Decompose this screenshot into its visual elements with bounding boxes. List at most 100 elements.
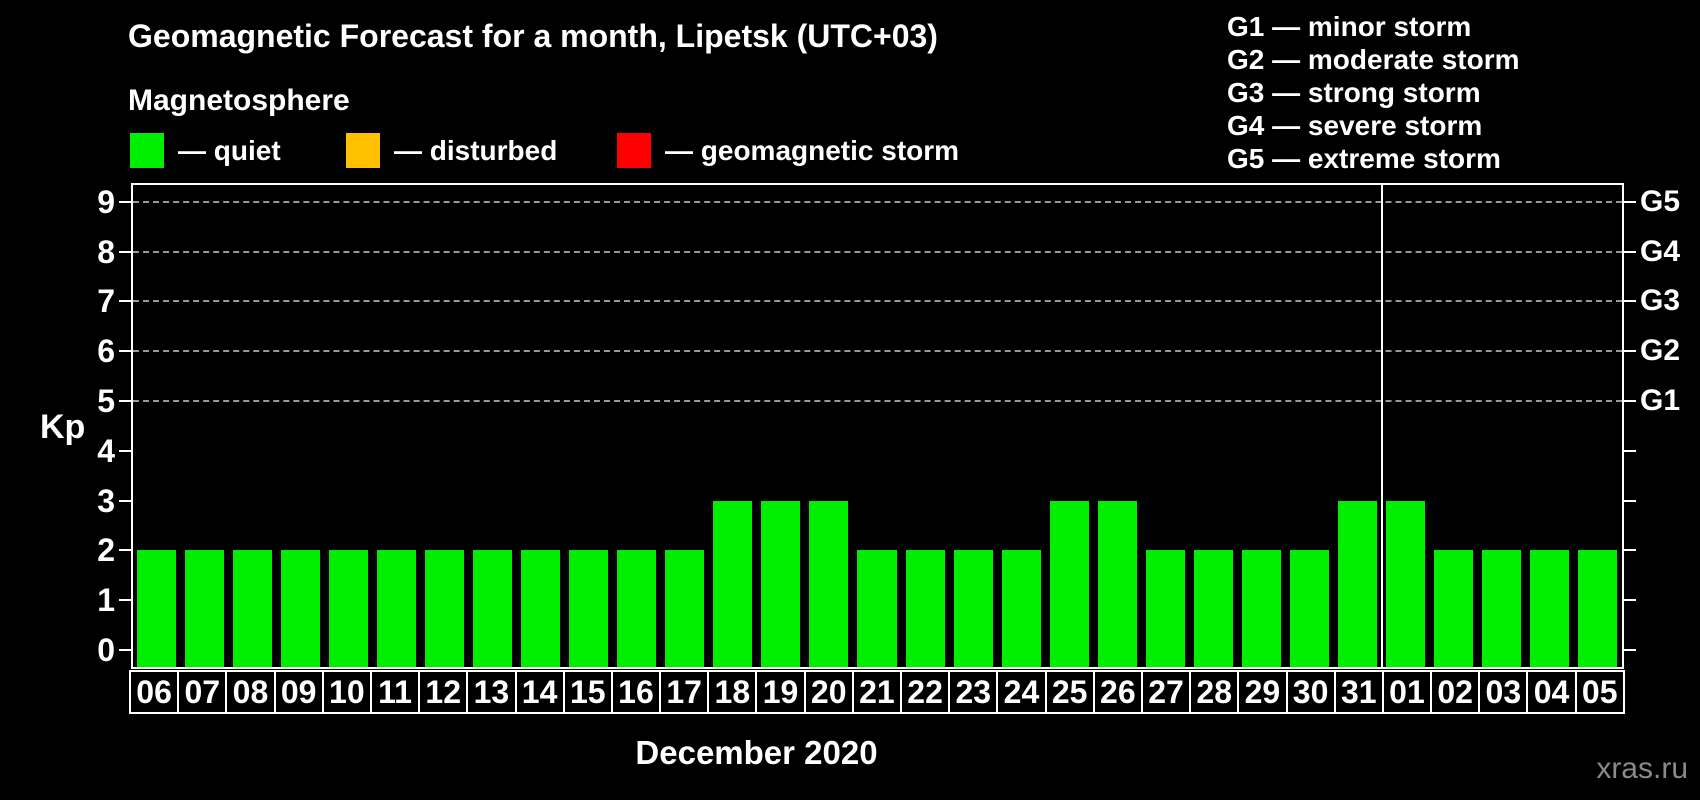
bar-slot-11	[373, 185, 421, 667]
date-label-11: 11	[369, 670, 421, 714]
y-tick-label-0: 0	[97, 632, 115, 668]
bar-slot-15	[565, 185, 613, 667]
bar-22	[905, 550, 945, 667]
bar-29	[1241, 550, 1281, 667]
date-label-10: 10	[321, 670, 372, 714]
bar-26	[1097, 500, 1137, 667]
date-label-13: 13	[466, 670, 517, 714]
bar-slot-02	[1430, 185, 1478, 667]
bar-slot-20	[805, 185, 853, 667]
date-label-02: 02	[1430, 670, 1481, 714]
date-label-29: 29	[1237, 670, 1288, 714]
bar-23	[953, 550, 993, 667]
bar-17	[665, 550, 705, 667]
y-tick-label-5: 5	[97, 383, 115, 419]
bar-08	[233, 550, 273, 667]
date-label-21: 21	[851, 670, 902, 714]
y-tick-label-6: 6	[97, 333, 115, 370]
bar-slot-19	[757, 185, 805, 667]
legend-label-storm: — geomagnetic storm	[665, 135, 960, 166]
bar-slot-06	[133, 185, 181, 667]
bar-25	[1049, 500, 1089, 667]
gridline-kp-7	[133, 300, 1622, 303]
y-tick-right-5	[1624, 400, 1636, 402]
bar-02	[1433, 550, 1473, 667]
date-label-18: 18	[707, 670, 758, 714]
bar-05	[1577, 550, 1617, 667]
bar-slot-26	[1094, 185, 1142, 667]
month-label: December 2020	[635, 734, 878, 771]
date-label-07: 07	[177, 670, 228, 714]
plot-area	[131, 183, 1624, 669]
y-axis-title: Kp	[40, 408, 86, 446]
storm-scale-line-G5: G5 — extreme storm	[1227, 143, 1501, 174]
legend-label-quiet: — quiet	[178, 135, 281, 166]
bar-slot-13	[469, 185, 517, 667]
y-tick-left-0	[119, 649, 131, 651]
bar-slot-01	[1382, 185, 1430, 667]
bar-slot-12	[421, 185, 469, 667]
bar-slot-21	[853, 185, 901, 667]
bar-slot-25	[1046, 185, 1094, 667]
bar-16	[617, 550, 657, 667]
y-tick-label-1: 1	[97, 582, 115, 619]
bar-20	[809, 500, 849, 667]
gridline-kp-9	[133, 200, 1622, 203]
date-label-20: 20	[803, 670, 854, 714]
y-tick-right-9	[1624, 200, 1636, 203]
date-label-23: 23	[948, 670, 999, 714]
bar-01	[1385, 500, 1425, 667]
bar-slot-05	[1574, 185, 1622, 667]
y-tick-left-7	[119, 300, 131, 303]
date-label-26: 26	[1092, 670, 1143, 714]
g-scale-label-G1: G1	[1640, 384, 1681, 417]
month-divider-line	[1380, 185, 1383, 667]
y-tick-right-6	[1624, 350, 1636, 353]
date-label-19: 19	[755, 670, 806, 714]
bar-09	[281, 550, 321, 667]
date-label-04: 04	[1526, 670, 1577, 714]
y-tick-left-2	[119, 549, 131, 552]
date-axis: 06 07 08 09 10 11 12 13 14 15 16 17 18 19 20 21 22 23 24 25…	[129, 670, 1625, 714]
date-label-16: 16	[610, 670, 662, 714]
storm-scale-legend: G1 — minor storm G2 — moderate storm G3 — …	[1227, 10, 1520, 175]
date-label-08: 08	[225, 670, 276, 714]
y-tick-right-7	[1624, 300, 1636, 303]
bar-slot-14	[517, 185, 565, 667]
bar-07	[185, 550, 225, 667]
date-label-09: 09	[273, 670, 324, 714]
y-tick-left-3	[119, 499, 131, 502]
date-label-22: 22	[900, 670, 951, 714]
date-label-24: 24	[996, 670, 1047, 714]
y-tick-left-8	[119, 250, 131, 253]
bar-slot-17	[661, 185, 709, 667]
y-tick-left-4	[119, 449, 131, 452]
y-tick-label-8: 8	[97, 233, 115, 270]
y-tick-right-8	[1624, 250, 1636, 253]
chart-title: Geomagnetic Forecast for a month, Lipets…	[128, 18, 938, 54]
bar-13	[473, 550, 513, 667]
bar-slot-27	[1142, 185, 1190, 667]
bar-06	[137, 550, 177, 667]
y-tick-right-0	[1624, 649, 1636, 651]
y-tick-label-3: 3	[97, 482, 115, 519]
date-label-05: 05	[1574, 670, 1625, 714]
date-label-31: 31	[1333, 670, 1384, 714]
gridline-kp-6	[133, 350, 1622, 353]
date-label-25: 25	[1044, 670, 1095, 714]
y-tick-left-1	[119, 599, 131, 602]
g-scale-label-G4: G4	[1640, 234, 1681, 268]
bar-15	[569, 550, 609, 667]
bar-slot-29	[1238, 185, 1286, 667]
date-label-15: 15	[562, 670, 613, 714]
y-tick-right-3	[1624, 499, 1636, 502]
bar-slot-09	[277, 185, 325, 667]
bar-slot-16	[613, 185, 661, 667]
y-tick-left-6	[119, 350, 131, 353]
bar-slot-08	[229, 185, 277, 667]
y-tick-label-2: 2	[97, 532, 115, 569]
bar-slot-07	[181, 185, 229, 667]
bar-21	[857, 550, 897, 667]
gridline-kp-8	[133, 250, 1622, 253]
y-tick-right-4	[1624, 449, 1636, 452]
